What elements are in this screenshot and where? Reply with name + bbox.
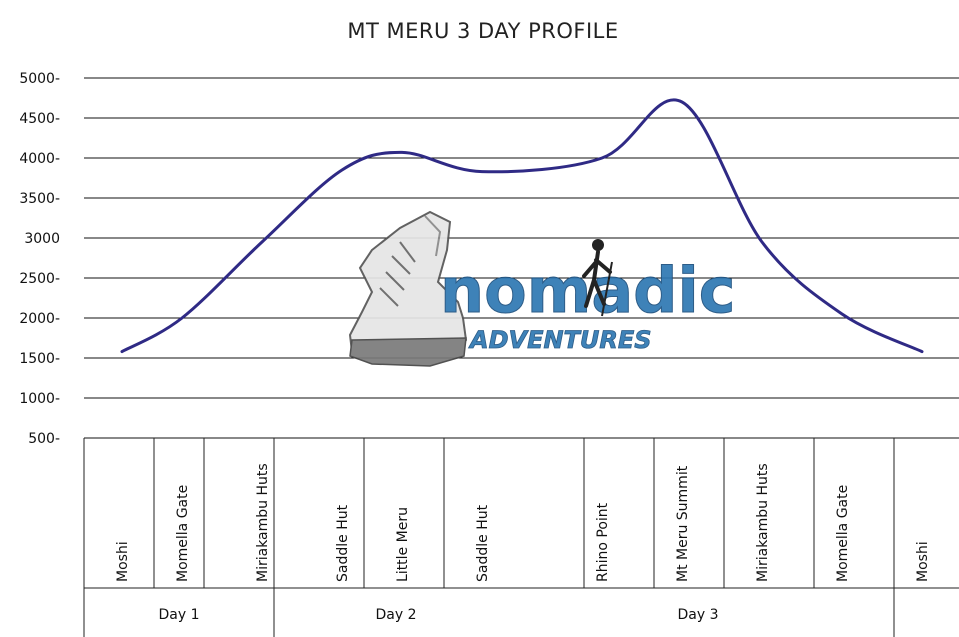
y-tick-label: 3000 [24, 231, 60, 247]
hiker-icon [582, 239, 613, 317]
logo-word: nomadic [440, 254, 736, 327]
x-tick-label: Mt Meru Summit [675, 465, 691, 582]
x-tick-label: Momella Gate [835, 485, 851, 582]
y-tick-label: 500- [28, 431, 60, 447]
y-tick-label: 1500- [19, 351, 60, 367]
x-tick-label: Moshi [915, 541, 931, 582]
x-tick-label: Little Meru [395, 507, 411, 582]
chart-title: MT MERU 3 DAY PROFILE [347, 19, 618, 43]
y-tick-label: 3500- [19, 191, 60, 207]
x-tick-label: Saddle Hut [335, 504, 351, 582]
x-tick-label: Miriakambu Huts [255, 463, 271, 582]
y-tick-label: 4000- [19, 151, 60, 167]
nomadic-adventures-logo: nomadic ADVENTURES [348, 210, 736, 367]
day-label: Day 3 [677, 607, 718, 623]
day-label: Day 1 [158, 607, 199, 623]
y-tick-label: 1000- [19, 391, 60, 407]
y-axis-ticks: 5000- 4500- 4000- 3500- 3000 2500- 2000- 1500- 1… [19, 71, 60, 447]
grid-lines [84, 77, 959, 439]
x-tick-label: Saddle Hut [475, 504, 491, 582]
y-tick-label: 2000- [19, 311, 60, 327]
y-tick-label: 4500- [19, 111, 60, 127]
y-tick-label: 2500- [19, 271, 60, 287]
x-tick-label: Miriakambu Huts [755, 463, 771, 582]
day-label: Day 2 [375, 607, 416, 623]
boot-icon [348, 210, 468, 367]
logo-sub: ADVENTURES [468, 326, 652, 354]
x-axis-table: Moshi Momella Gate Miriakambu Huts Saddle H… [83, 438, 959, 637]
y-tick-label: 5000- [19, 71, 60, 87]
x-tick-label: Rhino Point [595, 502, 611, 582]
elevation-profile-line [120, 98, 924, 354]
x-tick-label: Moshi [115, 541, 131, 582]
x-tick-label: Momella Gate [175, 485, 191, 582]
